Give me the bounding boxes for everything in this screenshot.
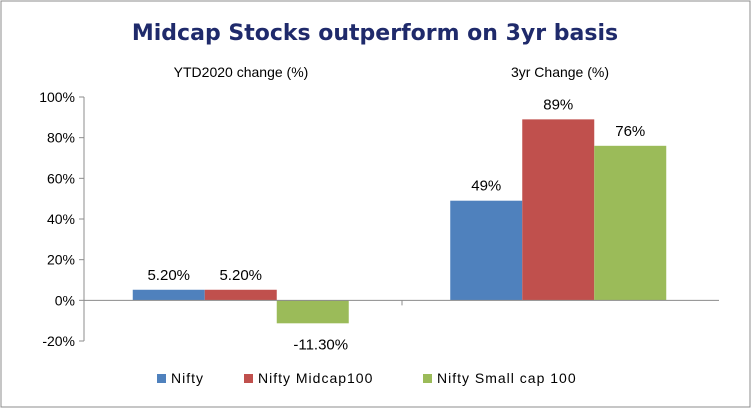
legend-swatch-nifty-midcap100 <box>244 374 253 383</box>
legend-label-nifty: Nifty <box>171 370 204 386</box>
legend: Nifty Nifty Midcap100 Nifty Small cap 10… <box>157 370 577 386</box>
data-label: 5.20% <box>147 267 190 284</box>
bar-nifty-small-cap-100-0 <box>276 300 349 324</box>
legend-label-nifty-midcap100: Nifty Midcap100 <box>258 370 373 386</box>
bar-nifty-0 <box>132 289 205 301</box>
y-axis-ticks: -20% 0% 20% 40% 60% 80% 100% <box>39 89 84 349</box>
chart-title: Midcap Stocks outperform on 3yr basis <box>132 21 618 46</box>
y-tick-label: 80% <box>47 130 75 146</box>
y-tick-label: 0% <box>55 292 75 308</box>
group-label-3yr: 3yr Change (%) <box>511 64 609 80</box>
y-tick-label: 100% <box>39 89 75 105</box>
data-label: 49% <box>471 178 501 195</box>
bar-nifty-1 <box>450 200 523 301</box>
y-tick-label: 20% <box>47 252 75 268</box>
data-label: -11.30% <box>293 336 348 353</box>
bar-nifty-small-cap-100-1 <box>594 145 667 301</box>
data-label: 5.20% <box>219 267 262 284</box>
bar-nifty-midcap100-0 <box>204 289 277 301</box>
legend-label-nifty-small-cap-100: Nifty Small cap 100 <box>437 370 577 386</box>
y-tick-label: -20% <box>42 333 75 349</box>
data-labels-layer: 5.20% 5.20% -11.30% 49% 89% 76% <box>147 96 645 353</box>
y-tick-label: 40% <box>47 211 75 227</box>
data-label: 76% <box>615 123 645 140</box>
legend-swatch-nifty <box>157 374 166 383</box>
bar-nifty-midcap100-1 <box>522 119 595 301</box>
bars-layer <box>132 119 667 324</box>
legend-swatch-nifty-small-cap-100 <box>423 374 432 383</box>
group-label-ytd: YTD2020 change (%) <box>174 64 309 80</box>
y-tick-label: 60% <box>47 170 75 186</box>
data-label: 89% <box>543 96 573 113</box>
